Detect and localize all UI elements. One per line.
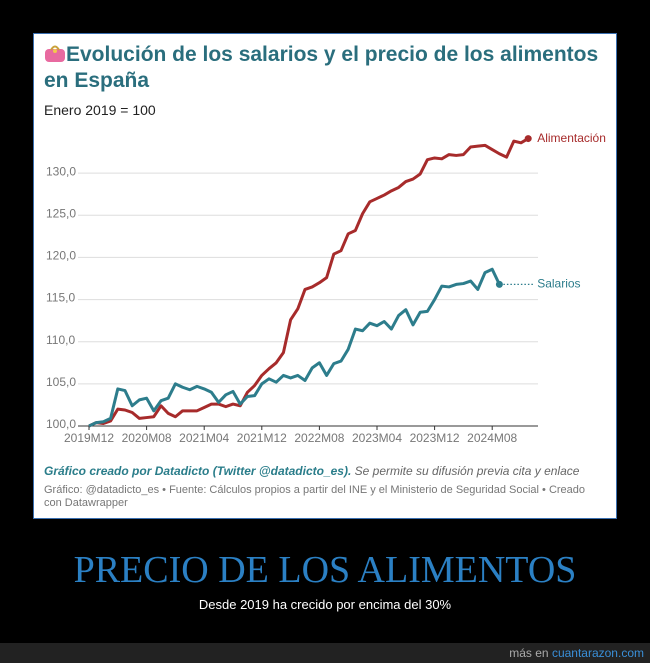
x-tick-label: 2021M12 xyxy=(237,431,287,445)
credit-author: Gráfico creado por Datadicto (Twitter @d… xyxy=(44,464,352,478)
y-tick-label: 105,0 xyxy=(46,375,76,389)
chart-title: Evolución de los salarios y el precio de… xyxy=(44,43,599,92)
end-dot xyxy=(495,280,503,288)
y-tick-label: 115,0 xyxy=(46,291,75,305)
caption-title: PRECIO DE LOS ALIMENTOS xyxy=(73,549,577,591)
chart: 100,0 105,0 110,0 115,0 120,0 125,0 130,0 2019M… xyxy=(46,131,606,445)
x-tick-label: 2023M04 xyxy=(352,431,402,445)
footer-bar: más en cuantarazon.com xyxy=(0,643,650,663)
y-tick-label: 125,0 xyxy=(46,206,76,220)
x-tick-label: 2022M08 xyxy=(294,431,344,445)
credit-note: Se permite su difusión previa cita y enl… xyxy=(354,464,580,478)
footer-prefix: más en xyxy=(509,646,549,660)
footer-link[interactable]: cuantarazon.com xyxy=(551,646,644,660)
x-tick-label: 2019M12 xyxy=(64,431,114,445)
credit: Gráfico creado por Datadicto (Twitter @d… xyxy=(44,464,579,478)
source: Gráfico: @datadicto_es • Fuente: Cálculo… xyxy=(44,484,586,509)
end-dot xyxy=(524,135,532,143)
footer: más en cuantarazon.com xyxy=(509,646,644,660)
x-tick-label: 2021M04 xyxy=(179,431,229,445)
y-tick-label: 120,0 xyxy=(46,249,76,263)
chart-subtitle: Enero 2019 = 100 xyxy=(44,102,156,118)
x-tick-label: 2023M12 xyxy=(410,431,460,445)
x-tick-label: 2020M08 xyxy=(122,431,172,445)
chart-title-block: Evolución de los salarios y el precio de… xyxy=(44,42,614,94)
series-label: Salarios xyxy=(537,277,580,291)
series-line xyxy=(88,267,501,428)
y-tick-label: 100,0 xyxy=(46,417,76,431)
y-tick-label: 110,0 xyxy=(46,333,75,347)
purse-icon xyxy=(45,45,65,62)
chart-panel: Evolución de los salarios y el precio de… xyxy=(33,33,617,519)
series-line xyxy=(88,137,529,428)
x-tick-label: 2024M08 xyxy=(467,431,517,445)
series-label: Alimentación xyxy=(537,131,606,145)
y-tick-label: 130,0 xyxy=(46,164,76,178)
caption-subtitle: Desde 2019 ha crecido por encima del 30% xyxy=(198,597,452,612)
